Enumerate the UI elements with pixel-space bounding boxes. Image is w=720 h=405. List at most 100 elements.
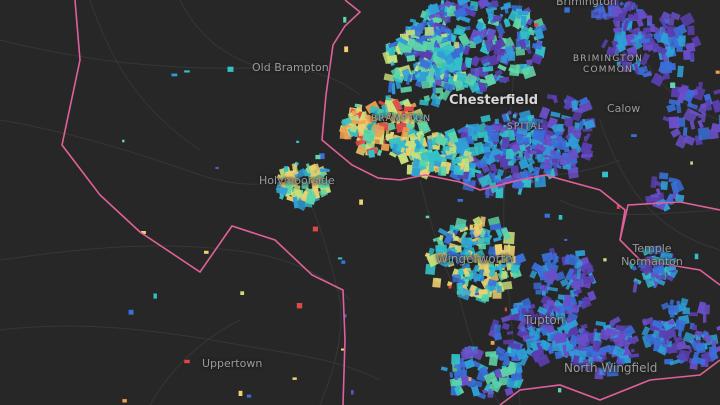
data-patch: [438, 91, 445, 101]
data-speck: [457, 199, 463, 202]
place-label-holymoorside[interactable]: Holymoorside: [259, 174, 335, 187]
place-label-calow[interactable]: Calow: [607, 102, 641, 115]
data-patch: [579, 141, 593, 155]
data-speck: [504, 307, 507, 312]
data-patch: [349, 119, 358, 124]
data-speck: [122, 399, 127, 403]
data-patch: [518, 137, 530, 144]
data-patch: [485, 351, 497, 357]
place-label-brimington[interactable]: Brimington: [556, 0, 617, 8]
data-patch: [469, 168, 482, 174]
data-patch: [473, 223, 481, 235]
data-speck: [544, 213, 550, 218]
data-patch: [495, 346, 506, 355]
data-patch: [517, 10, 529, 16]
data-patch: [660, 53, 670, 64]
data-patch: [512, 17, 522, 29]
data-patch: [485, 187, 490, 199]
data-patch: [534, 143, 547, 153]
place-label-old-brampton[interactable]: Old Brampton: [252, 61, 329, 74]
place-label-brampton[interactable]: BRAMPTON: [371, 114, 432, 124]
data-patch: [595, 320, 606, 327]
data-patch: [392, 98, 403, 112]
data-speck: [312, 226, 318, 232]
data-patch: [519, 144, 527, 152]
data-speck: [521, 308, 526, 314]
data-patch: [650, 24, 655, 32]
data-patch: [552, 164, 559, 176]
data-patch: [506, 110, 512, 116]
place-label-wingerworth[interactable]: Wingerworth: [436, 252, 513, 266]
data-patch: [573, 288, 583, 295]
data-patch: [439, 62, 448, 75]
data-patch: [455, 0, 471, 6]
data-patch: [400, 86, 413, 93]
data-patch: [349, 124, 358, 133]
data-patch: [462, 155, 475, 165]
data-patch: [591, 355, 604, 364]
data-patch: [550, 135, 557, 140]
data-patch: [390, 61, 395, 66]
place-label-temple-normanton[interactable]: Temple Normanton: [621, 242, 683, 268]
data-patch: [400, 126, 411, 140]
data-patch: [632, 280, 638, 293]
data-patch: [531, 42, 543, 50]
data-patch: [673, 318, 687, 332]
place-label-north-wingfield[interactable]: North Wingfield: [564, 361, 658, 375]
data-patch: [499, 76, 510, 83]
data-patch: [319, 168, 327, 172]
data-patch: [652, 244, 664, 255]
data-patch: [275, 185, 289, 196]
data-patch: [391, 82, 396, 95]
data-patch: [510, 120, 518, 127]
data-patch: [642, 72, 652, 78]
data-patch: [318, 188, 328, 198]
data-patch: [450, 157, 461, 166]
data-patch: [519, 38, 527, 50]
place-label-tupton[interactable]: Tupton: [524, 313, 565, 327]
data-speck: [341, 260, 346, 264]
data-patch: [528, 330, 538, 337]
data-patch: [478, 289, 488, 295]
data-patch: [463, 150, 472, 158]
data-patch: [541, 251, 554, 263]
data-patch: [495, 22, 506, 36]
data-patch: [518, 151, 524, 158]
data-patch: [599, 328, 610, 341]
data-patch: [549, 149, 557, 156]
data-patch: [492, 287, 502, 299]
place-label-brimington-common[interactable]: BRIMINGTON COMMON: [572, 54, 644, 75]
data-patch: [636, 67, 646, 76]
data-patch: [702, 330, 709, 337]
data-speck: [344, 46, 349, 53]
place-label-uppertown[interactable]: Uppertown: [202, 357, 263, 370]
data-patch: [512, 113, 517, 118]
data-speck: [531, 323, 534, 326]
data-patch: [525, 46, 532, 55]
data-patch: [409, 18, 417, 24]
data-patch: [654, 273, 663, 280]
data-patch: [494, 118, 500, 125]
data-speck: [141, 231, 146, 234]
data-patch: [482, 66, 494, 72]
data-patch: [610, 7, 615, 13]
data-patch: [662, 343, 668, 348]
data-patch: [494, 38, 506, 50]
place-label-chesterfield[interactable]: Chesterfield: [449, 93, 539, 108]
data-patch: [682, 127, 688, 136]
data-patch: [411, 158, 421, 169]
place-label-spital[interactable]: SPITAL: [507, 122, 544, 132]
data-patch: [388, 81, 393, 93]
data-patch: [470, 385, 481, 397]
data-speck: [319, 153, 325, 160]
data-speck: [474, 292, 479, 296]
data-patch: [527, 325, 535, 335]
data-patch: [424, 252, 431, 258]
data-patch: [477, 255, 482, 266]
data-patch: [568, 350, 575, 357]
data-patch: [454, 217, 467, 231]
data-patch: [447, 131, 459, 144]
data-patch: [471, 240, 480, 247]
data-patch: [523, 150, 532, 160]
